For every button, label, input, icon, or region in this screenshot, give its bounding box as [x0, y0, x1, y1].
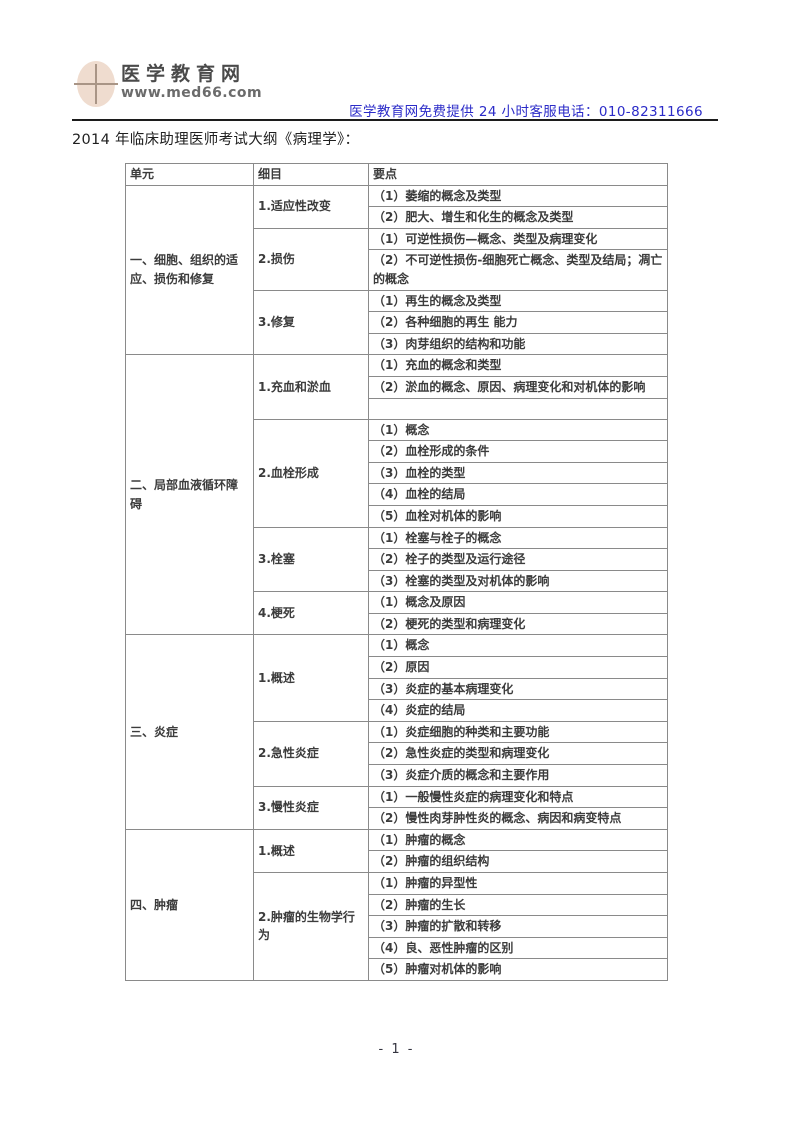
table-row: 3.慢性炎症 （1）一般慢性炎症的病理变化和特点	[126, 785, 668, 830]
brand-block: 医学教育网 www.med66.com	[121, 63, 262, 101]
table-row: （2）梗死的类型和病理变化	[126, 612, 668, 636]
table-row: （2）栓子的类型及运行途径	[126, 548, 668, 571]
table-row: 三、炎症 1.概述 （1）概念	[125, 634, 668, 830]
table-row: 2.急性炎症 （1）炎症细胞的种类和主要功能	[126, 720, 668, 787]
outline-table-body: 一、细胞、组织的适应、损伤和修复 1.适应性改变 （1）萎缩的概念及类型 （2）肥大、…	[125, 184, 668, 981]
table-header-row: 单元 细目 要点	[125, 163, 668, 186]
point-cell: （3）炎症介质的概念和主要作用	[368, 764, 668, 787]
point-cell: （2）肿瘤的生长	[368, 893, 668, 917]
point-cell: （2）急性炎症的类型和病理变化	[368, 742, 668, 766]
page-number: - 1 -	[378, 1042, 415, 1057]
point-cell: （2）梗死的类型和病理变化	[368, 612, 668, 636]
item-cell: 2.急性炎症	[253, 720, 369, 787]
point-cell: （2）肿瘤的组织结构	[368, 850, 668, 873]
point-cell: （2）肥大、增生和化生的概念及类型	[368, 206, 668, 229]
point-cell: （2）不可逆性损伤-细胞死亡概念、类型及结局；凋亡的概念	[368, 249, 668, 291]
point-cell: （1）概念	[368, 634, 668, 658]
table-row: 二、局部血液循环障碍 1.充血和淤血 （1）充血的概念和类型	[125, 354, 668, 636]
outline-table: 单元 细目 要点 一、细胞、组织的适应、损伤和修复 1.适应性改变 （1）萎缩的概念…	[125, 163, 668, 981]
unit-cell: 四、肿瘤	[125, 828, 254, 981]
brand-title: 医学教育网	[121, 63, 247, 85]
point-cell: （2）栓子的类型及运行途径	[368, 548, 668, 571]
item-cell: 1.适应性改变	[253, 184, 369, 229]
item-cell: 1.概述	[253, 634, 369, 722]
item-cell: 3.慢性炎症	[253, 785, 369, 830]
point-cell: （1）可逆性损伤—概念、类型及病理变化	[368, 227, 668, 251]
point-cell: （2）淤血的概念、原因、病理变化和对机体的影响	[368, 375, 668, 399]
point-cell: （3）栓塞的类型及对机体的影响	[368, 569, 668, 593]
table-row: （3）炎症的基本病理变化	[126, 677, 668, 701]
table-row: 3.栓塞 （1）栓塞与栓子的概念	[126, 526, 668, 593]
table-row	[126, 397, 668, 420]
header-divider	[72, 119, 718, 121]
table-row: （3）炎症介质的概念和主要作用	[126, 764, 668, 787]
item-cell: 2.损伤	[253, 227, 369, 291]
point-cell: （2）各种细胞的再生 能力	[368, 311, 668, 334]
table-row: 一、细胞、组织的适应、损伤和修复 1.适应性改变 （1）萎缩的概念及类型	[125, 184, 668, 356]
table-row: 四、肿瘤 1.概述 （1）肿瘤的概念	[125, 828, 668, 981]
table-row: （2）血栓形成的条件	[126, 440, 668, 463]
unit-cell: 三、炎症	[125, 634, 254, 830]
med66-logo-icon	[74, 61, 118, 107]
point-cell: （1）充血的概念和类型	[368, 354, 668, 377]
point-cell: （1）肿瘤的异型性	[368, 872, 668, 895]
point-cell: （2）血栓形成的条件	[368, 440, 668, 463]
table-row: （3）肿瘤的扩散和转移	[126, 915, 668, 938]
table-row: （4）良、恶性肿瘤的区别	[126, 936, 668, 960]
page-title: 2014 年临床助理医师考试大纲《病理学》：	[72, 132, 360, 148]
table-row: （5）血栓对机体的影响	[126, 504, 668, 528]
point-cell: （3）肉芽组织的结构和功能	[368, 332, 668, 356]
point-cell: （5）肿瘤对机体的影响	[368, 958, 668, 981]
column-header-points: 要点	[368, 163, 668, 186]
point-cell: （1）萎缩的概念及类型	[368, 184, 668, 208]
point-cell: （3）炎症的基本病理变化	[368, 677, 668, 701]
table-row: （2）淤血的概念、原因、病理变化和对机体的影响	[126, 375, 668, 399]
table-row: （2）肥大、增生和化生的概念及类型	[126, 206, 668, 229]
item-cell: 3.修复	[253, 289, 369, 356]
unit-cell: 一、细胞、组织的适应、损伤和修复	[125, 184, 254, 356]
table-row: （2）各种细胞的再生 能力	[126, 311, 668, 334]
table-row: （2）不可逆性损伤-细胞死亡概念、类型及结局；凋亡的概念	[126, 249, 668, 291]
table-row: （5）肿瘤对机体的影响	[126, 958, 668, 981]
column-header-detail: 细目	[253, 163, 369, 186]
point-cell: （2）原因	[368, 656, 668, 679]
point-cell: （4）血栓的结局	[368, 483, 668, 506]
brand-url: www.med66.com	[121, 85, 263, 101]
point-cell: （1）概念	[368, 418, 668, 442]
point-cell	[368, 397, 668, 420]
table-row: 4.梗死 （1）概念及原因	[126, 591, 668, 636]
point-cell: （1）概念及原因	[368, 591, 668, 614]
point-cell: （4）炎症的结局	[368, 699, 668, 722]
point-cell: （1）炎症细胞的种类和主要功能	[368, 720, 668, 744]
point-cell: （3）肿瘤的扩散和转移	[368, 915, 668, 938]
point-cell: （3）血栓的类型	[368, 461, 668, 485]
table-row: 2.血栓形成 （1）概念	[126, 418, 668, 528]
table-row: （2）肿瘤的生长	[126, 893, 668, 917]
point-cell: （1）再生的概念及类型	[368, 289, 668, 313]
table-row: 3.修复 （1）再生的概念及类型	[126, 289, 668, 356]
point-cell: （1）栓塞与栓子的概念	[368, 526, 668, 550]
item-cell: 1.充血和淤血	[253, 354, 369, 420]
item-cell: 3.栓塞	[253, 526, 369, 593]
point-cell: （1）肿瘤的概念	[368, 828, 668, 852]
point-cell: （2）慢性肉芽肿性炎的概念、病因和病变特点	[368, 807, 668, 830]
item-cell: 2.血栓形成	[253, 418, 369, 528]
contact-line: 医学教育网免费提供 24 小时客服电话：010-82311666	[349, 104, 703, 120]
point-cell: （5）血栓对机体的影响	[368, 504, 668, 528]
point-cell: （4）良、恶性肿瘤的区别	[368, 936, 668, 960]
column-header-unit: 单元	[125, 163, 254, 186]
item-cell: 2.肿瘤的生物学行为	[253, 872, 369, 981]
point-cell: （1）一般慢性炎症的病理变化和特点	[368, 785, 668, 809]
item-cell: 4.梗死	[253, 591, 369, 636]
unit-cell: 二、局部血液循环障碍	[125, 354, 254, 636]
item-cell: 1.概述	[253, 828, 369, 874]
